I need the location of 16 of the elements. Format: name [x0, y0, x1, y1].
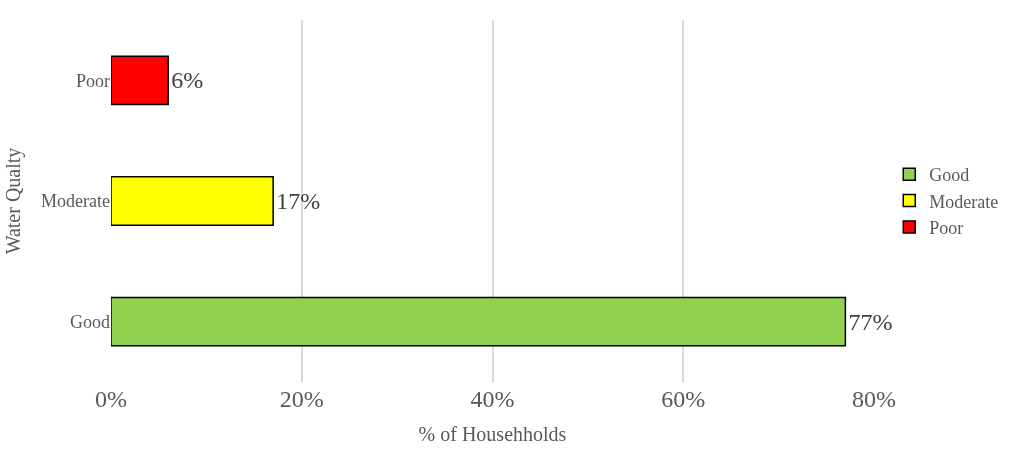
x-tick-label: 0% — [95, 386, 127, 412]
data-label: 17% — [276, 188, 321, 214]
y-tick-label: Moderate — [41, 191, 111, 212]
data-label: 6% — [171, 67, 204, 94]
y-tick-label: Good — [70, 311, 110, 332]
x-tick-label: 20% — [279, 386, 324, 412]
x-tick-label: 40% — [470, 386, 515, 412]
y-axis-title: Water Qualty — [1, 147, 25, 255]
legend-label: Good — [929, 165, 970, 186]
legend-label: Poor — [929, 218, 964, 239]
data-label: 77% — [848, 308, 893, 335]
legend-label: Moderate — [929, 191, 999, 212]
x-axis-title: % of Househholds — [418, 422, 567, 445]
x-tick-label: 60% — [661, 386, 706, 412]
x-tick-label: 80% — [852, 386, 896, 412]
y-tick-label: Poor — [75, 70, 110, 91]
